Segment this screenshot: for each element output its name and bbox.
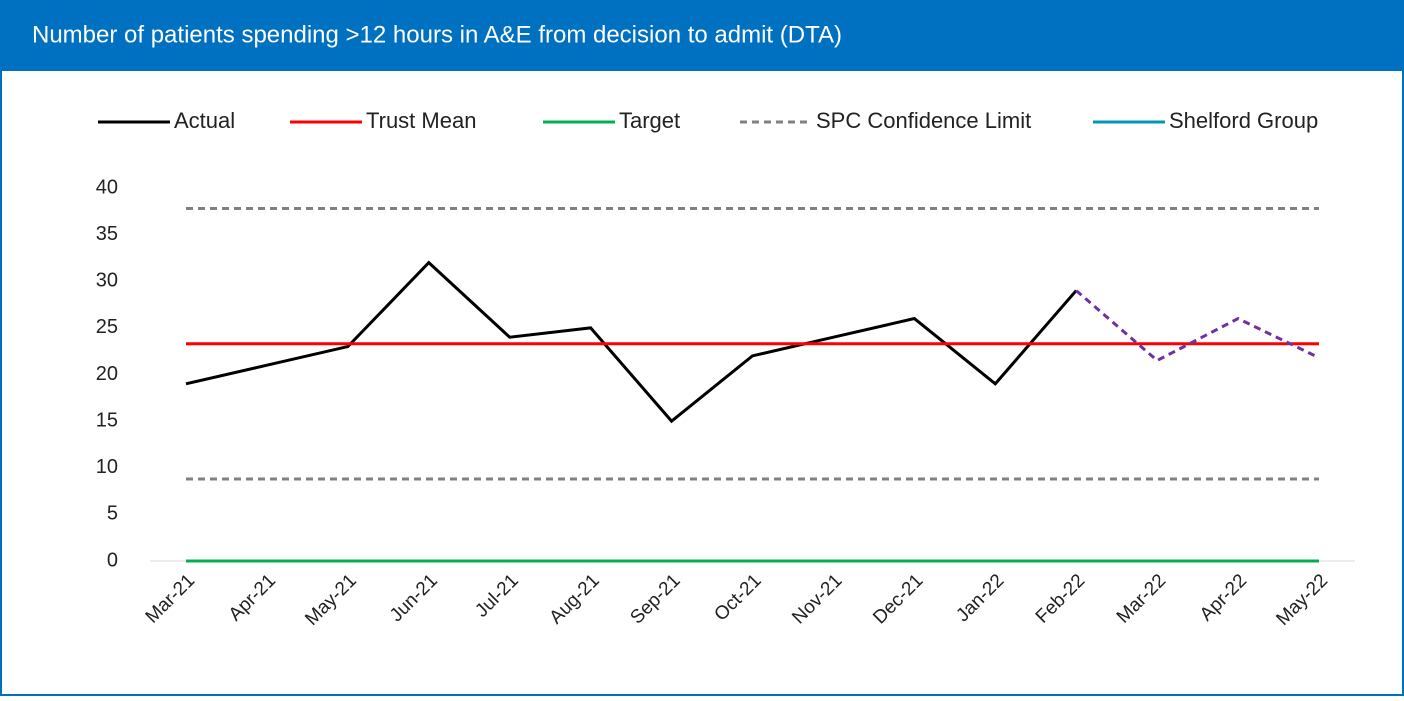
y-tick-label: 20 <box>96 363 118 385</box>
header-bar <box>0 0 1404 70</box>
legend-label: SPC Confidence Limit <box>816 108 1031 133</box>
x-tick-label: May-21 <box>301 570 361 630</box>
x-tick-label: Jul-21 <box>471 570 522 621</box>
y-tick-label: 40 <box>96 176 118 198</box>
y-tick-label: 30 <box>96 270 118 292</box>
y-tick-label: 5 <box>107 503 118 525</box>
x-tick-label: Dec-21 <box>869 570 927 628</box>
x-tick-label: May-22 <box>1272 570 1332 630</box>
x-tick-label: Aug-21 <box>546 570 604 628</box>
x-tick-label: Jan-22 <box>952 570 1008 626</box>
x-tick-label: Mar-21 <box>142 570 199 627</box>
y-tick-label: 0 <box>107 549 118 571</box>
series-line <box>1075 289 1320 363</box>
x-tick-label: Sep-21 <box>626 570 684 628</box>
x-tick-label: Apr-22 <box>1196 570 1251 625</box>
legend-label: Trust Mean <box>366 108 476 133</box>
x-tick-label: Mar-22 <box>1113 570 1170 627</box>
legend-label: Shelford Group <box>1169 108 1318 133</box>
chart-title: Number of patients spending >12 hours in… <box>32 21 842 48</box>
x-tick-label: Apr-21 <box>225 570 280 625</box>
y-tick-label: 10 <box>96 456 118 478</box>
y-tick-label: 15 <box>96 409 118 431</box>
y-tick-label: 35 <box>96 223 118 245</box>
x-tick-label: Feb-22 <box>1032 570 1089 627</box>
x-tick-label: Jun-21 <box>386 570 442 626</box>
legend-label: Target <box>619 108 680 133</box>
series-line <box>185 260 1078 424</box>
x-tick-label: Oct-21 <box>710 570 765 625</box>
legend-label: Actual <box>174 108 235 133</box>
x-tick-label: Nov-21 <box>788 570 846 628</box>
panel-border <box>0 69 1404 696</box>
y-tick-label: 25 <box>96 316 118 338</box>
